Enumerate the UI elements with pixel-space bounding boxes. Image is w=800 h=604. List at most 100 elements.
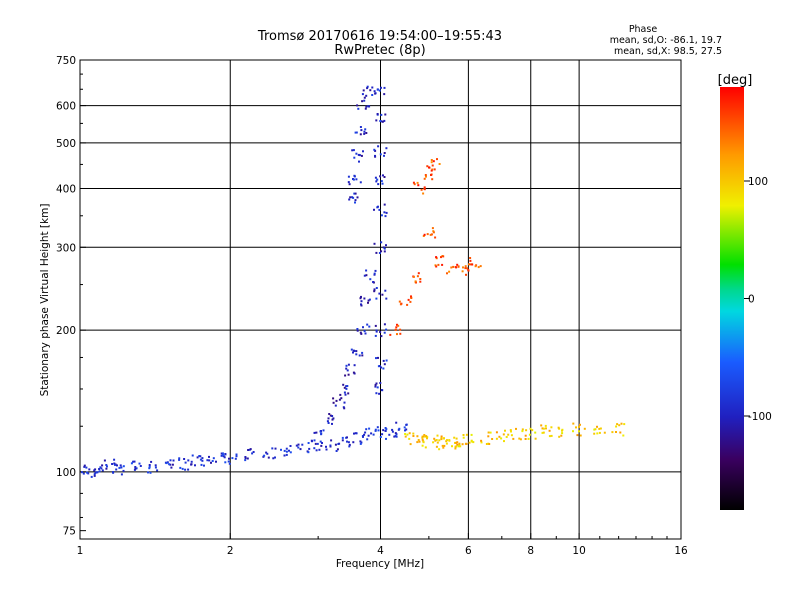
data-point: [362, 150, 364, 153]
data-point: [487, 435, 490, 438]
data-point: [596, 425, 598, 428]
data-point: [222, 455, 225, 458]
data-point: [380, 113, 383, 116]
data-point: [322, 429, 325, 432]
data-point: [374, 269, 377, 272]
data-point: [434, 439, 437, 442]
data-point: [344, 374, 347, 377]
data-point: [378, 365, 381, 367]
data-point: [374, 385, 377, 388]
data-point: [360, 300, 363, 303]
data-point: [423, 434, 426, 436]
data-point: [190, 463, 193, 466]
data-point: [438, 448, 441, 451]
data-point: [363, 274, 366, 277]
data-point: [338, 442, 341, 445]
data-point: [558, 435, 561, 438]
data-point: [623, 423, 626, 426]
data-point: [181, 467, 184, 470]
data-point: [462, 434, 465, 436]
data-point: [383, 250, 386, 253]
y-tick-label: 200: [56, 325, 76, 337]
data-point: [431, 168, 434, 171]
data-point: [263, 454, 266, 457]
data-point: [446, 272, 448, 275]
data-point: [348, 443, 351, 446]
data-point: [383, 211, 386, 214]
data-point: [594, 428, 597, 431]
data-point: [359, 181, 362, 184]
data-point: [412, 181, 415, 184]
data-point: [385, 437, 387, 440]
data-point: [396, 323, 398, 326]
data-point: [380, 86, 382, 89]
data-point: [113, 458, 116, 461]
data-point: [336, 448, 339, 451]
data-point: [572, 430, 574, 433]
data-point: [328, 413, 331, 415]
data-point: [381, 182, 384, 185]
data-point: [215, 460, 217, 463]
data-point: [572, 422, 575, 425]
data-point: [246, 457, 249, 460]
data-point: [544, 424, 547, 427]
data-point: [406, 303, 409, 306]
data-point: [480, 439, 483, 442]
data-point: [106, 465, 108, 468]
data-point: [541, 431, 544, 434]
data-point: [464, 267, 467, 270]
data-point: [101, 464, 104, 467]
data-point: [371, 86, 374, 89]
data-point: [347, 392, 350, 395]
data-point: [378, 292, 381, 295]
data-point: [503, 440, 505, 443]
data-point: [424, 174, 427, 176]
x-tick-label: 8: [527, 545, 534, 557]
data-point: [212, 457, 215, 460]
data-point: [120, 473, 123, 476]
data-point: [378, 392, 381, 395]
data-point: [93, 473, 96, 476]
data-point: [320, 444, 323, 447]
data-point: [354, 199, 357, 202]
data-point: [436, 434, 439, 437]
data-point: [332, 417, 335, 420]
y-tick-label: 500: [56, 138, 76, 150]
data-point: [421, 436, 424, 439]
data-point: [244, 457, 247, 460]
data-point: [383, 119, 386, 122]
y-axis-label: Stationary phase Virtual Height [km]: [39, 204, 51, 397]
data-point: [417, 272, 420, 275]
data-point: [498, 435, 501, 438]
data-point: [428, 166, 430, 169]
data-point: [299, 448, 302, 451]
data-point: [319, 430, 322, 433]
data-point: [327, 417, 330, 420]
data-point: [346, 440, 348, 443]
data-point: [416, 275, 419, 278]
data-point: [321, 442, 323, 444]
data-point: [451, 445, 453, 448]
data-point: [366, 438, 369, 441]
data-point: [103, 459, 106, 462]
colorbar-tick-label: 0: [748, 294, 755, 306]
data-point: [479, 265, 482, 268]
data-point: [274, 447, 277, 450]
data-point: [183, 458, 186, 460]
data-point: [377, 356, 379, 359]
data-point: [380, 180, 383, 183]
data-point: [367, 434, 370, 437]
stats-line-x: mean, sd,X: 98.5, 27.5: [614, 46, 722, 57]
data-point: [438, 439, 441, 442]
data-point: [148, 467, 151, 470]
data-point: [358, 154, 361, 157]
data-point: [620, 422, 623, 425]
data-point: [310, 439, 313, 442]
data-point: [462, 266, 464, 269]
data-point: [384, 429, 387, 432]
data-point: [179, 466, 182, 469]
colorbar-tick-label: -100: [748, 411, 772, 423]
data-point: [356, 328, 359, 330]
data-point: [480, 441, 483, 444]
